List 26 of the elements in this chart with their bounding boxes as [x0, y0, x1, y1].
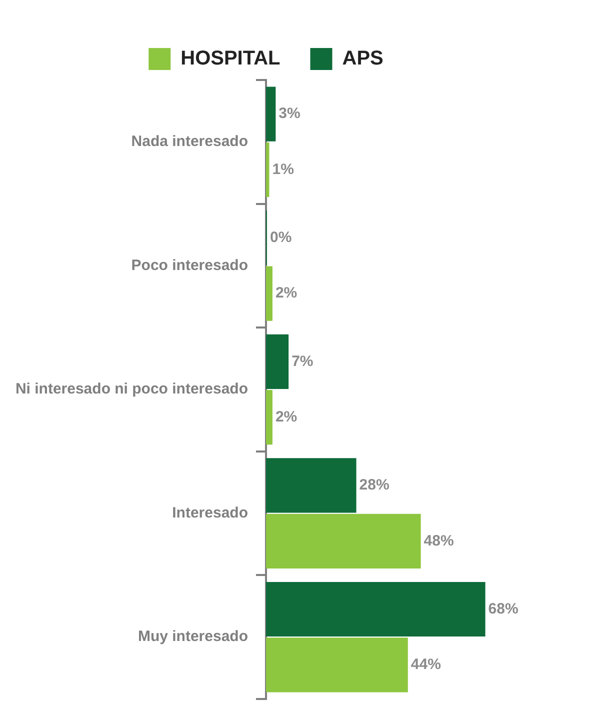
- legend-label: APS: [342, 48, 384, 70]
- bar: [266, 390, 272, 445]
- bar: [266, 458, 356, 513]
- data-label: 68%: [488, 600, 518, 618]
- bar: [266, 142, 270, 198]
- data-label: 1%: [272, 160, 294, 178]
- data-label: 48%: [424, 532, 454, 550]
- bar: [266, 266, 272, 321]
- data-label: 2%: [275, 408, 298, 426]
- data-label: 2%: [275, 284, 298, 302]
- data-label: 3%: [278, 105, 300, 122]
- bar: [266, 514, 421, 568]
- bar: [266, 86, 276, 142]
- bar: [266, 582, 486, 637]
- data-label: 28%: [359, 476, 390, 494]
- y-tick-label: Interesado: [172, 504, 248, 522]
- legend-label: HOSPITAL: [180, 48, 280, 70]
- bar: [266, 334, 289, 389]
- data-label: 7%: [292, 352, 314, 370]
- y-tick-label: Poco interesado: [131, 256, 248, 274]
- data-label: 0%: [270, 228, 292, 246]
- y-tick-label: Muy interesado: [138, 628, 248, 646]
- y-tick-label: Ni interesado ni poco interesado: [15, 380, 248, 398]
- data-label: 44%: [410, 656, 441, 674]
- bar: [266, 638, 408, 692]
- y-tick-label: Nada interesado: [131, 133, 248, 150]
